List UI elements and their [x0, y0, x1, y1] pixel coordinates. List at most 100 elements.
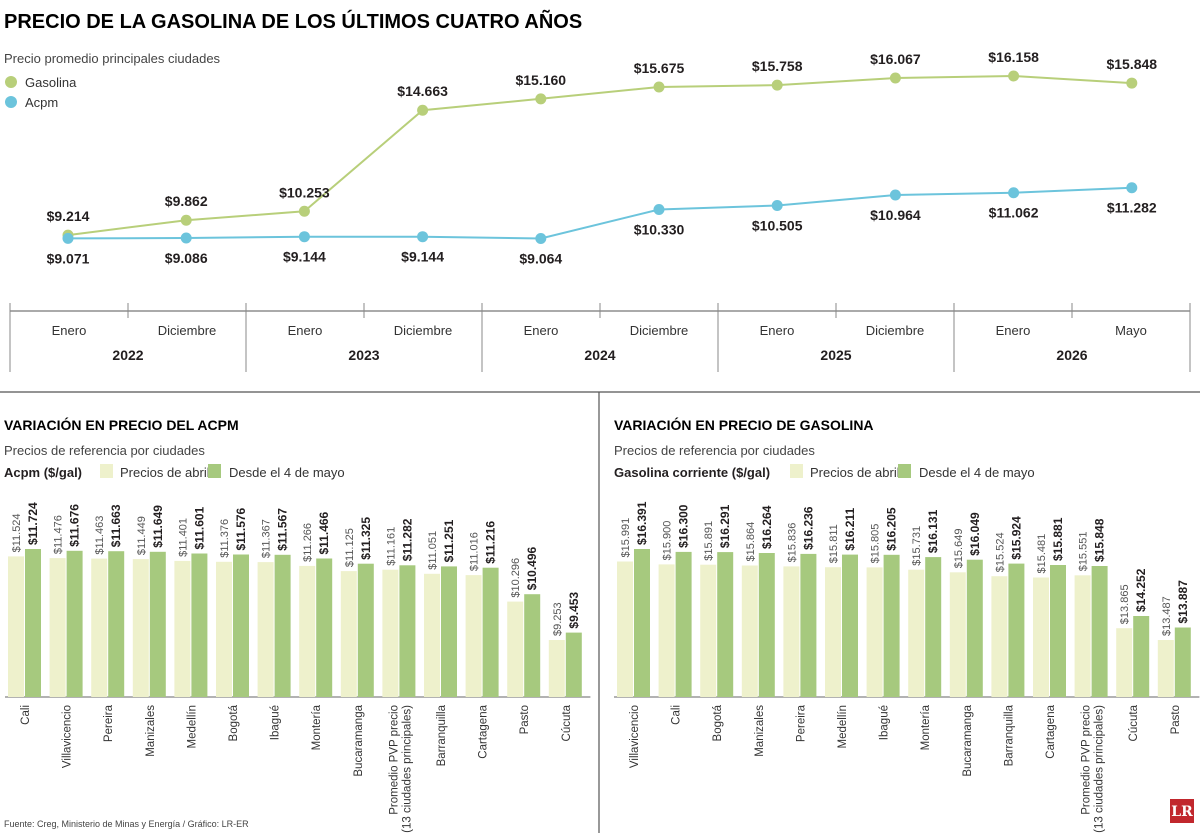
bar-abril	[174, 560, 191, 697]
bar-abril	[1157, 640, 1174, 697]
bar-mayo-value-label: $16.291	[718, 504, 732, 548]
bar-mayo	[1091, 566, 1108, 697]
bar-abril-value-label: $11.524	[11, 513, 23, 552]
bar-mayo	[482, 567, 499, 697]
bar-mayo-value-label: $15.924	[1009, 516, 1023, 560]
bar-abril	[1074, 575, 1091, 697]
bar-mayo-value-label: $16.264	[760, 505, 774, 549]
bar-abril	[1116, 628, 1133, 697]
acpm-legend-abril-swatch	[100, 464, 113, 478]
bar-mayo	[966, 559, 983, 697]
bar-mayo	[1174, 627, 1191, 697]
category-label: Cartagena	[1045, 704, 1057, 758]
line-legend: Gasolina Acpm	[5, 75, 77, 110]
bar-mayo-value-label: $11.325	[359, 517, 373, 560]
category-label: Bogotá	[228, 704, 240, 741]
acpm-point	[889, 189, 901, 201]
gasolina-value-label: $9.214	[47, 208, 90, 224]
acpm-value-label: $9.144	[283, 249, 326, 265]
acpm-value-label: $9.064	[519, 251, 562, 267]
acpm-value-label: $10.330	[634, 222, 685, 238]
category-label: Pasto	[519, 705, 531, 734]
bar-mayo-value-label: $11.663	[109, 504, 123, 547]
bar-abril-value-label: $13.487	[1161, 596, 1173, 636]
line-chart: $9.214 $9.862 $10.253 $14.663 $15.160 $15.675…	[47, 49, 1158, 267]
bar-mayo	[565, 632, 582, 697]
acpm-point	[1126, 182, 1138, 194]
bar-mayo	[925, 557, 942, 697]
legend-acpm-label: Acpm	[25, 95, 58, 110]
category-label: Bucaramanga	[962, 704, 974, 776]
category-label: Promedio PVP precio	[1081, 705, 1093, 815]
bar-mayo-value-label: $16.049	[968, 512, 982, 556]
bar-abril-value-label: $11.401	[177, 518, 189, 557]
bar-mayo-value-label: $15.848	[1093, 518, 1107, 562]
bar-mayo-value-label: $16.391	[635, 501, 649, 545]
gasolina-point	[417, 104, 429, 116]
bar-abril	[507, 601, 524, 697]
x-tick-label: Diciembre	[866, 323, 925, 338]
bar-mayo-value-label: $11.567	[276, 508, 290, 551]
legend-acpm-marker	[5, 96, 17, 108]
category-label: Medellín	[837, 705, 849, 748]
bar-abril-value-label: $11.161	[385, 527, 397, 566]
bar-abril-value-label: $15.805	[870, 524, 882, 564]
legend-gasolina-label: Gasolina	[25, 75, 77, 90]
bar-mayo-value-label: $16.300	[677, 504, 691, 548]
gasolina-point	[298, 205, 310, 217]
gasolina-bar-chart: $15.991 $16.391 Villavicencio $15.900 $16.30…	[614, 501, 1200, 833]
bar-mayo	[357, 563, 374, 697]
acpm-point	[653, 204, 665, 216]
bar-mayo	[883, 554, 900, 697]
x-tick-label: Enero	[288, 323, 323, 338]
bar-mayo-value-label: $11.676	[68, 504, 82, 547]
bar-mayo	[1133, 616, 1150, 697]
year-label: 2022	[112, 347, 143, 363]
x-tick-label: Diciembre	[630, 323, 689, 338]
gasolina-panel-title: VARIACIÓN EN PRECIO DE GASOLINA	[614, 416, 874, 433]
gasolina-legend-mayo-swatch	[898, 464, 911, 478]
bar-abril	[299, 565, 316, 697]
gasolina-value-label: $15.675	[634, 60, 685, 76]
bar-abril	[617, 561, 633, 697]
bar-abril-value-label: $11.449	[136, 516, 148, 555]
bar-mayo-value-label: $11.601	[192, 506, 206, 549]
category-label: Ibagué	[270, 705, 282, 740]
gasolina-point	[535, 93, 547, 105]
line-chart-subtitle: Precio promedio principales ciudades	[4, 51, 221, 66]
gasolina-value-label: $14.663	[397, 83, 448, 99]
lr-logo-text: LR	[1171, 804, 1193, 820]
acpm-point	[535, 233, 547, 245]
category-label: Cali	[671, 705, 683, 725]
acpm-legend-abril-label: Precios de abril	[120, 465, 210, 480]
acpm-point	[1008, 187, 1020, 199]
bar-abril	[1033, 577, 1049, 697]
bar-mayo	[149, 551, 166, 697]
bar-mayo	[842, 554, 858, 697]
year-label: 2024	[584, 347, 615, 363]
bar-mayo	[233, 554, 249, 697]
gasolina-panel-subtitle: Precios de referencia por ciudades	[614, 443, 815, 458]
category-label: Manizales	[145, 705, 157, 757]
acpm-value-label: $10.505	[752, 218, 803, 234]
bar-mayo	[274, 554, 291, 697]
bar-abril	[91, 558, 108, 697]
category-label: Cúcuta	[561, 704, 573, 741]
bar-mayo-value-label: $11.282	[400, 518, 414, 561]
acpm-value-label: $11.062	[989, 205, 1039, 221]
bar-mayo-value-label: $9.453	[567, 592, 581, 629]
category-label: Pereira	[795, 704, 807, 742]
bar-abril	[132, 559, 149, 697]
bar-abril	[949, 572, 966, 697]
page-title: PRECIO DE LA GASOLINA DE LOS ÚLTIMOS CUA…	[4, 9, 582, 33]
x-tick-label: Diciembre	[394, 323, 453, 338]
x-tick-label: Mayo	[1115, 323, 1147, 338]
gasolina-point	[889, 72, 901, 84]
bar-abril-value-label: $15.891	[703, 521, 715, 561]
bar-abril-value-label: $9.253	[552, 602, 564, 636]
bar-abril	[465, 575, 482, 697]
acpm-bar-chart: $11.524 $11.724 Cali $11.476 $11.676 Villavic…	[5, 502, 591, 833]
acpm-panel-subtitle: Precios de referencia por ciudades	[4, 443, 205, 458]
category-label: Cartagena	[478, 704, 490, 758]
